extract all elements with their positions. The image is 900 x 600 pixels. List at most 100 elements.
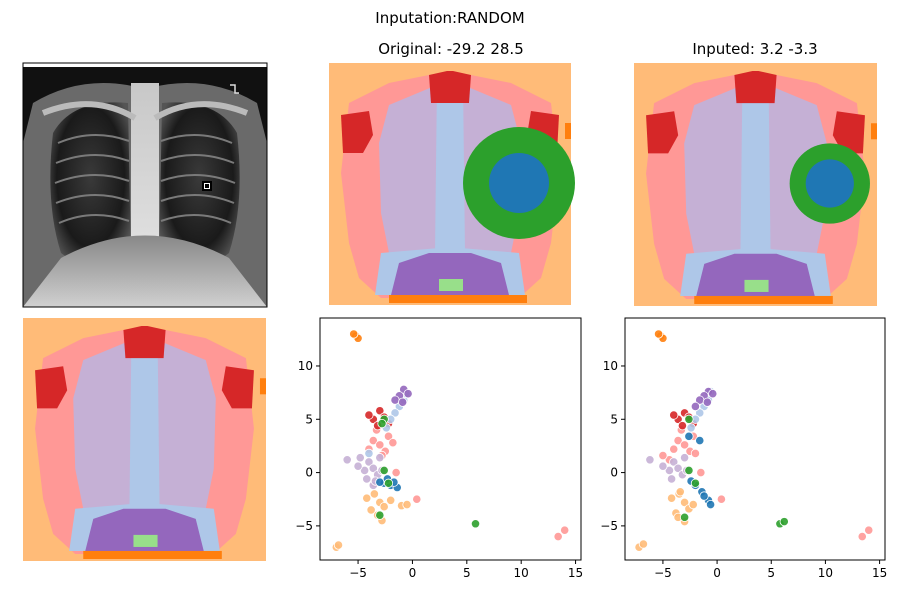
seg-top-red (429, 71, 471, 103)
scatter-point-green (684, 465, 694, 476)
scatter-point-lightblue (695, 408, 705, 418)
scatter-point-peach (666, 493, 677, 503)
scatter-point-green (375, 510, 385, 520)
scatter-point-lavender (353, 461, 363, 471)
scatter-point-red (364, 410, 374, 420)
scatter-point-lavender (645, 455, 655, 465)
y-tick-label: 0 (610, 466, 618, 480)
seg-left-lung (379, 85, 441, 263)
segmentation-panel (23, 318, 266, 561)
seg-orange-strip (694, 295, 833, 304)
seg-top-red (734, 71, 777, 104)
scatter-point-lightblue (390, 408, 400, 418)
x-tick-label: 5 (767, 566, 775, 580)
scatter-point-blue (375, 477, 385, 487)
scatter-point-peach (688, 499, 698, 510)
scatter-imputed-panel: −5 0 5 10 15 −5 0 5 10 (600, 317, 887, 580)
scatter-point-lavender (368, 463, 378, 473)
scatter-point-green (779, 517, 789, 527)
scatter-point-lavender (362, 474, 372, 484)
y-tick-label: −5 (295, 519, 313, 533)
scatter-point-pink (679, 440, 690, 450)
imputed-title: Inputed: 3.2 -3.3 (692, 40, 818, 58)
x-tick-label: 5 (463, 566, 471, 580)
seg-diaphragm (85, 508, 204, 551)
seg-orange-mark (259, 378, 266, 395)
scatter-point-peach (369, 489, 379, 499)
seg-layer (634, 63, 877, 306)
scatter-point-green (379, 465, 389, 476)
y-tick-label: 5 (610, 412, 618, 426)
original-title: Original: -29.2 28.5 (378, 40, 524, 58)
seg-diaphragm (696, 253, 815, 296)
scatter-point-pink (673, 435, 683, 446)
x-tick-label: 15 (568, 566, 583, 580)
scatter-point-lavender (375, 453, 385, 463)
seg-layer (23, 318, 266, 561)
scatter-point-lavender (679, 453, 690, 463)
scatter-original-panel: −5 0 5 10 15 −5 0 5 10 (295, 317, 583, 580)
scatter-point-pink (864, 525, 874, 535)
scatter-point-orange (349, 329, 359, 339)
scatter-point-lavender (359, 465, 370, 476)
scatter-point-lavender (355, 453, 365, 463)
seg-orange-strip (389, 295, 527, 303)
plot-frame (319, 317, 582, 561)
scatter-point-pink (560, 525, 570, 535)
scatter-point-lavender (658, 461, 668, 471)
scatter-point-pink (368, 435, 378, 446)
seg-diaphragm (391, 253, 509, 295)
seg-orange-strip (83, 550, 222, 559)
x-tick-label: −5 (654, 566, 672, 580)
scatter-point-green (679, 512, 690, 522)
scatter-point-peach (402, 499, 412, 510)
scatter-point-pink (658, 450, 668, 461)
seg-left-red (341, 111, 373, 153)
scatter-point-pink (716, 494, 727, 504)
scatter-point-orange (653, 329, 664, 339)
x-tick-label: 0 (409, 566, 417, 580)
seg-left-red (646, 111, 679, 154)
scatter-point-red (677, 421, 688, 431)
scatter-point-pink (553, 531, 563, 542)
scatter-point-lavender (666, 474, 677, 484)
scatter-point-lavender (664, 465, 675, 476)
scatter-point-pink (383, 431, 394, 441)
seg-mediastinum (115, 336, 174, 519)
scatter-point-pink (696, 467, 706, 478)
scatter-point-peach (362, 493, 372, 503)
seg-orange-mark (565, 123, 571, 139)
seg-mediastinum (421, 81, 479, 263)
seg-blob-inner (489, 153, 549, 213)
scatter-point-blue (695, 435, 705, 446)
scatter-point-lavender (673, 463, 683, 473)
seg-green-strip (744, 279, 769, 292)
seg-green-strip (439, 279, 463, 291)
seg-layer (329, 63, 575, 305)
scatter-point-pink (857, 531, 867, 542)
scatter-point-pink (375, 440, 385, 450)
x-tick-label: 10 (818, 566, 833, 580)
scatter-point-purple (690, 401, 701, 412)
scatter-point-peach (366, 505, 376, 515)
scatter-point-purple (398, 397, 408, 407)
scatter-point-blue (699, 491, 709, 501)
plain-segmentation (23, 318, 266, 561)
seg-green-strip (133, 534, 158, 547)
scatter-point-pink (388, 438, 398, 448)
xray-panel (22, 62, 268, 308)
scatter-point-blue (705, 499, 716, 510)
figure-suptitle: Inputation:RANDOM (375, 9, 525, 27)
seg-left-lung (684, 85, 747, 264)
seg-blob-inner (805, 159, 854, 208)
seg-top-red (123, 326, 166, 359)
scatter-point-peach (679, 497, 690, 508)
y-tick-label: 10 (298, 359, 313, 373)
scatter-point-lavender (342, 455, 352, 465)
y-tick-label: 10 (603, 359, 618, 373)
original-seg-panel (329, 63, 575, 305)
imputed-seg-panel (634, 63, 877, 306)
scatter-point-green (377, 418, 387, 429)
scatter-point-pink (669, 444, 679, 454)
original-segmentation (329, 63, 575, 305)
